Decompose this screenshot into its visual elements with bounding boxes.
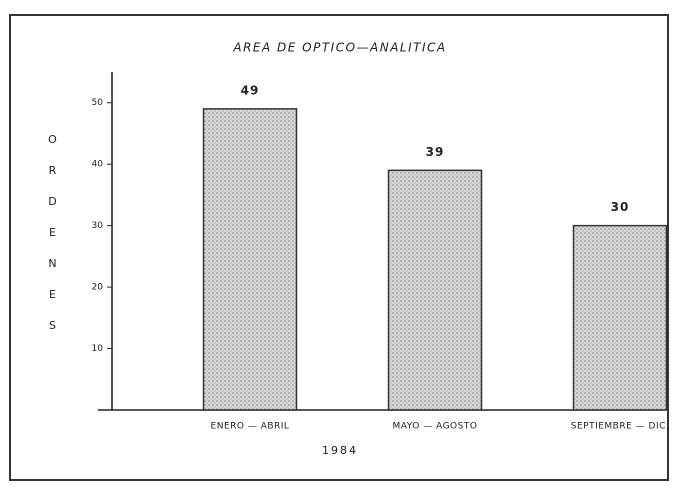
x-tick-label: SEPTIEMBRE — DIC. <box>571 422 670 432</box>
bar <box>572 224 668 411</box>
x-axis-label: 1984 <box>322 444 358 457</box>
bar <box>387 169 483 411</box>
y-axis-label: ORDENES <box>46 133 59 350</box>
chart-title: AREA DE OPTICO—ANALITICA <box>232 41 446 55</box>
bar <box>202 108 298 411</box>
value-label: 30 <box>611 200 630 214</box>
y-tick-label: 50 <box>92 98 104 108</box>
x-tick-label: ENERO — ABRIL <box>211 422 290 432</box>
x-tick-label: MAYO — AGOSTO <box>393 422 478 432</box>
frame <box>9 14 669 481</box>
value-label: 39 <box>426 145 445 159</box>
y-tick-label: 40 <box>92 160 104 170</box>
y-tick-label: 20 <box>92 283 104 293</box>
y-tick-label: 30 <box>92 221 104 231</box>
value-label: 49 <box>241 83 260 97</box>
y-tick-label: 10 <box>92 344 104 354</box>
